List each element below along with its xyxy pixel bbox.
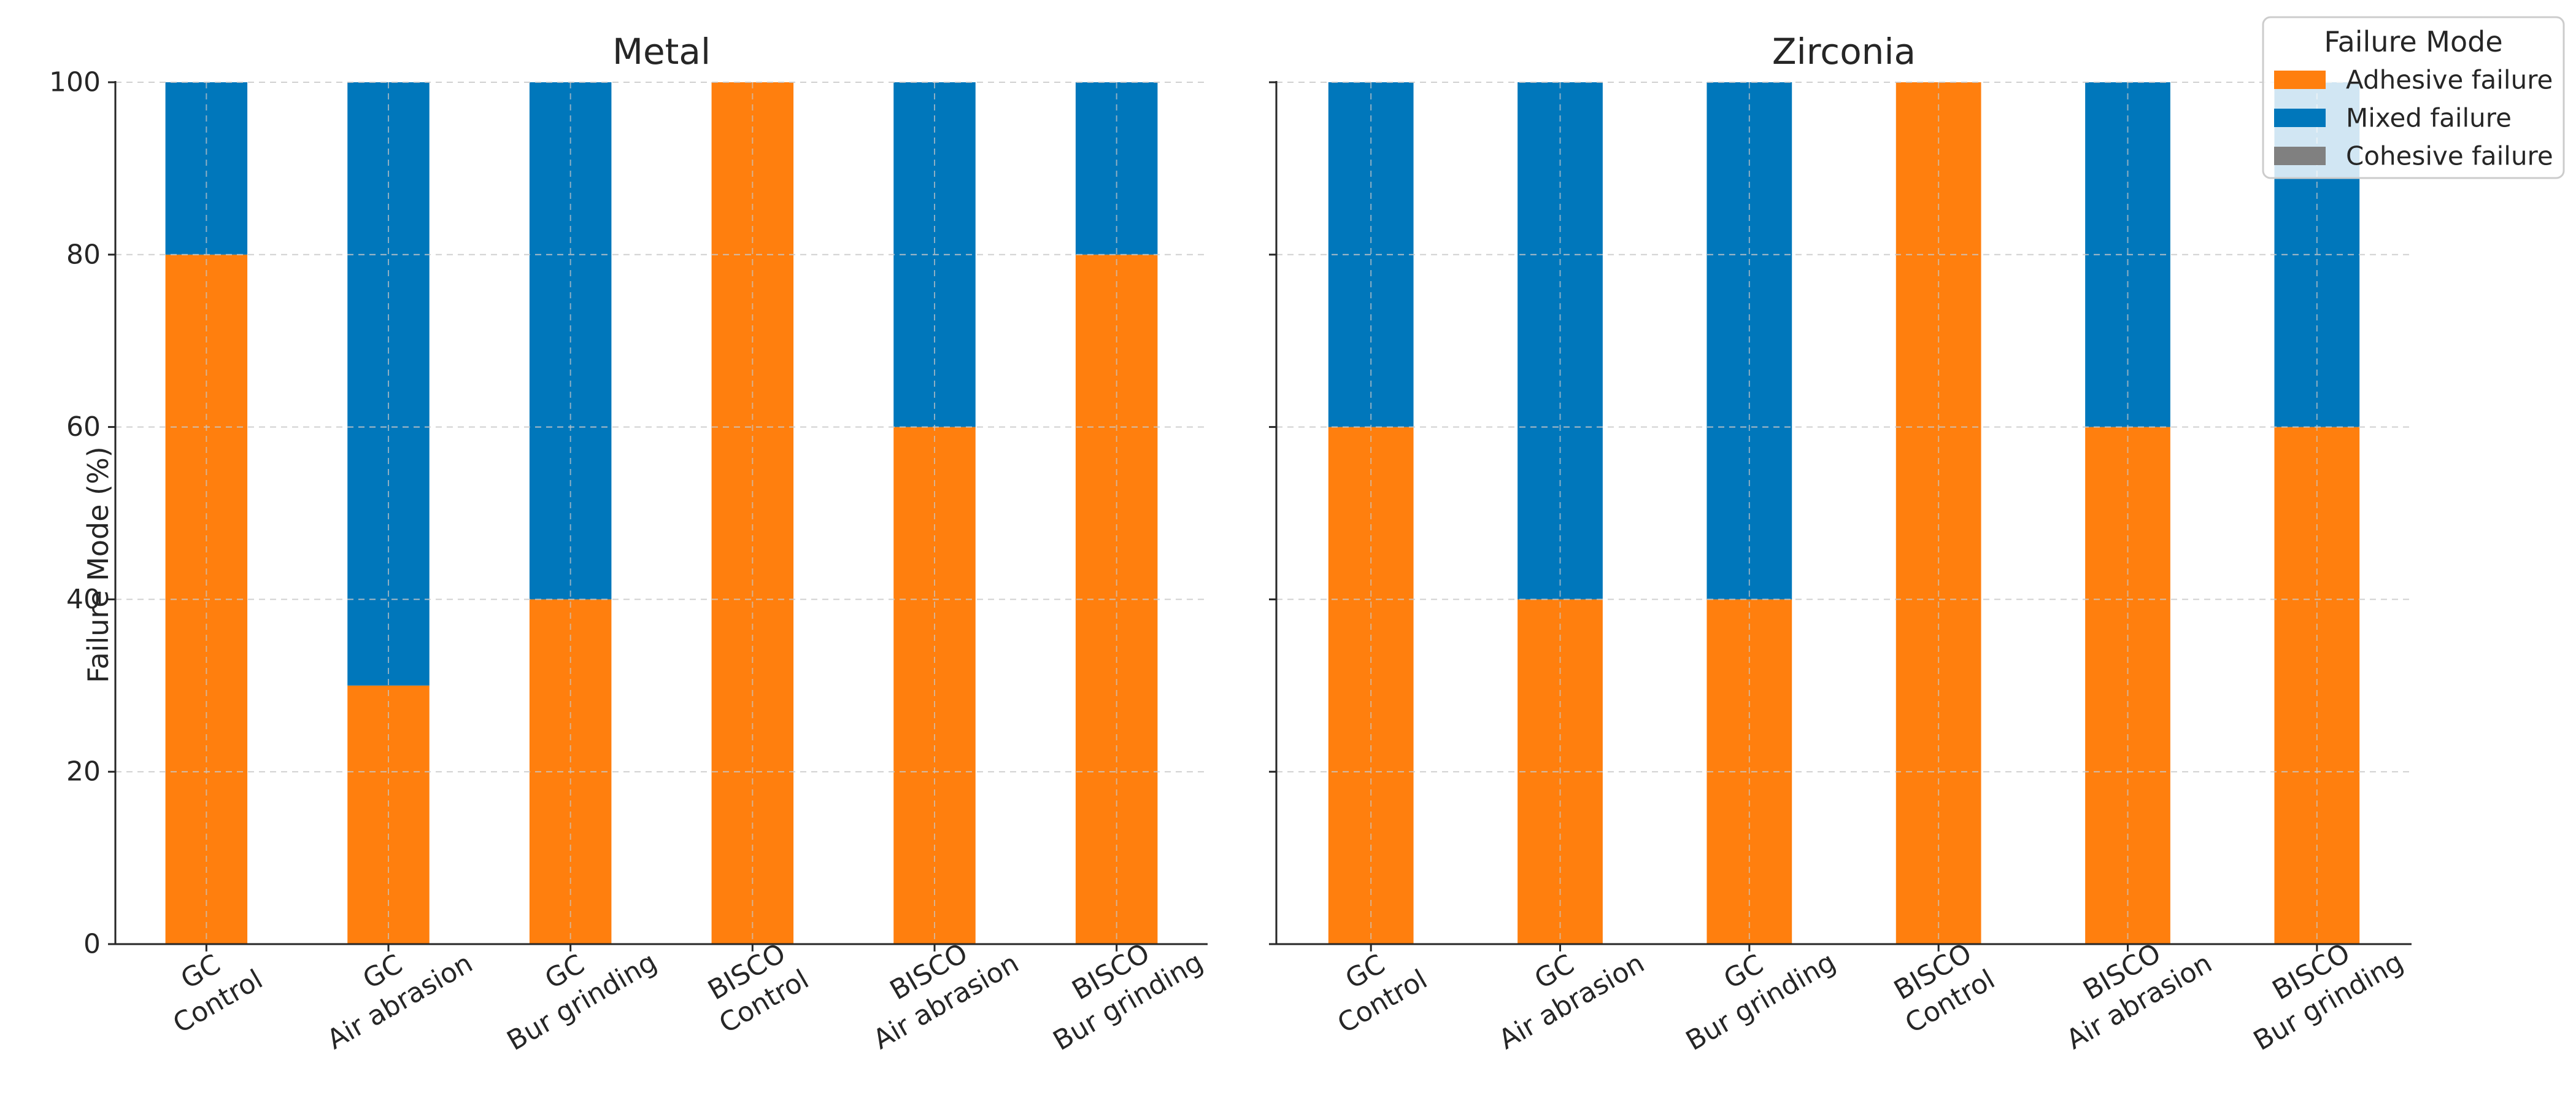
legend-item-label: Mixed failure (2346, 103, 2512, 133)
y-tick-label: 60 (66, 411, 101, 443)
y-tick-label: 0 (83, 929, 101, 960)
y-tick-label: 40 (66, 584, 101, 615)
legend: Failure Mode Adhesive failure Mixed failur… (2262, 16, 2565, 179)
chart-title: Metal (612, 31, 711, 72)
legend-swatch (2274, 71, 2326, 89)
legend-item-label: Cohesive failure (2346, 141, 2553, 171)
legend-item-label: Adhesive failure (2346, 65, 2553, 95)
y-tick-label: 100 (49, 67, 101, 98)
legend-swatch (2274, 109, 2326, 127)
y-tick-label: 80 (66, 239, 101, 270)
y-axis-label: Failure Mode (%) (82, 446, 115, 683)
chart-title: Zirconia (1772, 31, 1916, 72)
legend-swatch (2274, 147, 2326, 165)
legend-box (2262, 16, 2565, 179)
legend-title: Failure Mode (2324, 25, 2502, 58)
y-tick-label: 20 (66, 756, 101, 788)
